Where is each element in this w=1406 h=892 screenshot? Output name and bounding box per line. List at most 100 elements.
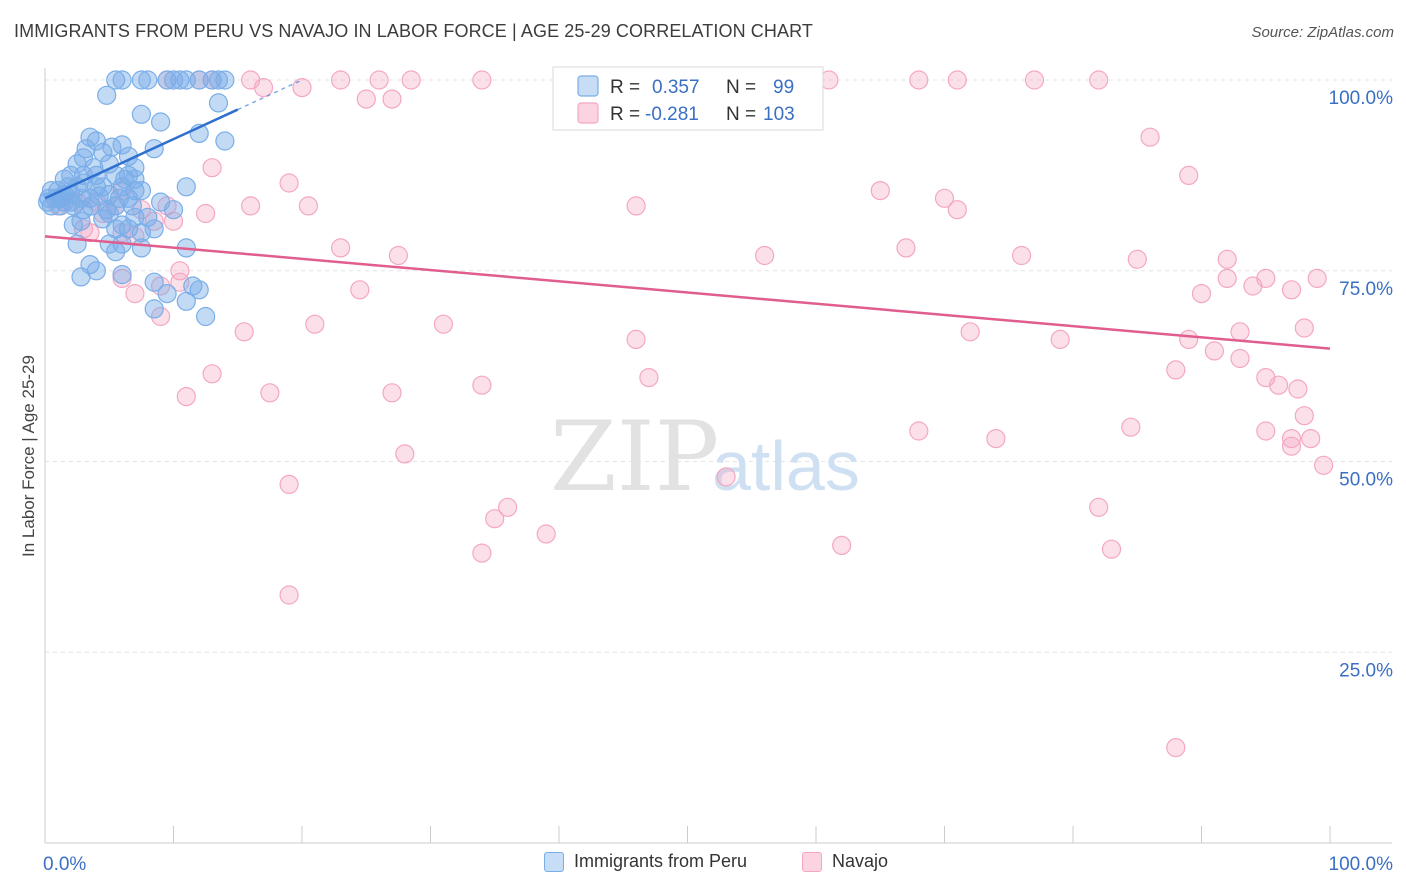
legend-swatch-peru bbox=[577, 75, 599, 97]
trend-line-peru-extension bbox=[237, 79, 303, 111]
peru-point bbox=[61, 192, 81, 212]
peru-point bbox=[112, 70, 132, 90]
source-label: Source: ZipAtlas.com bbox=[1251, 24, 1394, 41]
navajo-point bbox=[870, 181, 890, 201]
peru-point bbox=[37, 192, 58, 212]
peru-point bbox=[106, 242, 126, 262]
navajo-point bbox=[1089, 497, 1109, 517]
peru-point bbox=[73, 148, 94, 168]
navajo-point bbox=[125, 284, 145, 304]
navajo-point bbox=[234, 322, 254, 342]
peru-point bbox=[131, 181, 151, 201]
navajo-point bbox=[305, 314, 325, 334]
navajo-point bbox=[754, 245, 775, 266]
navajo-point bbox=[626, 196, 646, 216]
peru-point bbox=[131, 238, 151, 258]
y-tick-label-50: 50.0% bbox=[1339, 470, 1393, 491]
navajo-point bbox=[896, 238, 916, 258]
navajo-point bbox=[253, 77, 274, 98]
navajo-point bbox=[639, 368, 659, 388]
navajo-point bbox=[433, 314, 453, 334]
peru-point bbox=[106, 196, 126, 216]
legend-r-label-peru: R = bbox=[610, 77, 640, 98]
navajo-point bbox=[176, 387, 196, 407]
legend-n-label-navajo: N = bbox=[726, 104, 756, 125]
navajo-point bbox=[1281, 429, 1302, 449]
navajo-point bbox=[196, 203, 216, 224]
gridlines bbox=[45, 79, 1392, 653]
legend-r-label-navajo: R = bbox=[610, 104, 640, 125]
navajo-point bbox=[1166, 360, 1186, 380]
peru-point bbox=[208, 93, 229, 113]
correlation-legend: R = 0.357 N = 99 R = -0.281 N = 103 bbox=[552, 66, 824, 131]
navajo-point bbox=[395, 444, 415, 464]
navajo-point bbox=[356, 89, 376, 109]
navajo-point bbox=[1011, 245, 1032, 266]
navajo-point bbox=[1101, 539, 1122, 559]
navajo-point bbox=[947, 200, 967, 220]
peru-point bbox=[131, 223, 151, 243]
peru-point bbox=[106, 70, 126, 90]
peru-point bbox=[215, 131, 235, 151]
navajo-point bbox=[151, 306, 171, 327]
peru-point bbox=[71, 211, 91, 231]
navajo-point bbox=[626, 329, 646, 349]
navajo-point bbox=[241, 196, 261, 216]
navajo-point bbox=[934, 188, 955, 208]
peru-point bbox=[144, 299, 164, 319]
navajo-point bbox=[716, 467, 736, 487]
navajo-point bbox=[1050, 329, 1070, 349]
peru-point bbox=[97, 85, 117, 105]
navajo-point bbox=[1217, 268, 1237, 288]
peru-point bbox=[144, 219, 164, 239]
navajo-point bbox=[279, 474, 299, 494]
navajo-point bbox=[498, 497, 518, 517]
navajo-point bbox=[1256, 421, 1276, 441]
navajo-point bbox=[909, 421, 929, 441]
legend-swatch-navajo bbox=[577, 102, 599, 124]
navajo-point bbox=[1179, 165, 1199, 185]
navajo-point bbox=[163, 211, 184, 231]
peru-point bbox=[176, 177, 196, 197]
navajo-point bbox=[260, 383, 280, 403]
navajo-point bbox=[401, 70, 421, 90]
navajo-point bbox=[947, 70, 967, 90]
peru-point bbox=[144, 272, 164, 292]
legend-n-label-peru: N = bbox=[726, 77, 756, 98]
navajo-point bbox=[279, 173, 299, 193]
legend-r-value-navajo: -0.281 bbox=[645, 104, 699, 125]
navajo-point bbox=[1140, 127, 1160, 147]
navajo-point bbox=[960, 322, 980, 342]
navajo-point bbox=[485, 509, 505, 529]
navajo-point bbox=[1288, 379, 1308, 399]
peru-point bbox=[99, 184, 119, 205]
x-tick-label-right: 100.0% bbox=[1329, 854, 1394, 875]
bottom-legend-item-navajo: Navajo bbox=[802, 851, 888, 872]
navajo-point bbox=[1217, 249, 1237, 269]
navajo-point bbox=[202, 364, 222, 384]
navajo-point bbox=[298, 196, 318, 216]
navajo-point bbox=[1313, 455, 1334, 475]
bottom-legend-label-peru: Immigrants from Peru bbox=[574, 851, 748, 871]
peru-point bbox=[215, 70, 235, 90]
watermark-zip: ZIP bbox=[550, 401, 719, 513]
navajo-point bbox=[279, 585, 299, 605]
navajo-point bbox=[331, 238, 351, 258]
peru-point bbox=[163, 200, 184, 220]
y-tick-label-25: 25.0% bbox=[1339, 660, 1393, 681]
navajo-point bbox=[1294, 318, 1314, 338]
peru-point bbox=[93, 142, 113, 163]
legend-r-value-peru: 0.357 bbox=[652, 77, 700, 98]
scatter-points bbox=[37, 70, 1334, 758]
peru-point bbox=[138, 70, 158, 90]
navajo-point bbox=[1281, 436, 1302, 456]
trend-line-navajo bbox=[44, 235, 1331, 350]
peru-point bbox=[86, 261, 107, 281]
navajo-point bbox=[1294, 406, 1314, 426]
bottom-legend-swatch-navajo bbox=[802, 851, 822, 872]
peru-point bbox=[208, 70, 229, 90]
bottom-legend: Immigrants from Peru Navajo bbox=[0, 851, 1406, 877]
navajo-point bbox=[472, 543, 492, 563]
navajo-point bbox=[369, 70, 389, 90]
